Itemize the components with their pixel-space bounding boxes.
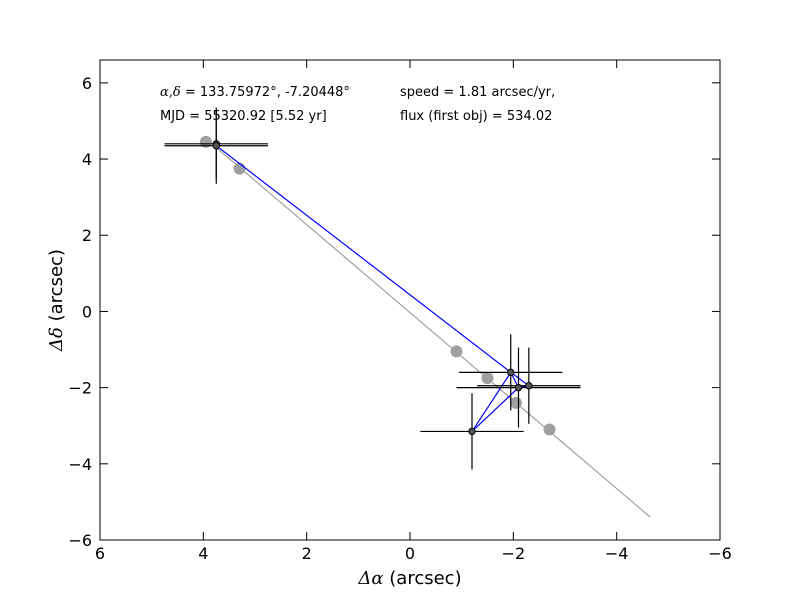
y-axis-label: Δδ (arcsec)	[46, 249, 67, 352]
measured-point	[525, 382, 533, 390]
model-point	[233, 162, 246, 175]
y-tick-label: 2	[82, 226, 92, 245]
y-tick-label: 4	[82, 150, 92, 169]
x-tick-label: 0	[405, 544, 415, 563]
x-tick-label: 2	[302, 544, 312, 563]
measured-point	[514, 383, 523, 392]
model-point	[543, 423, 556, 436]
x-tick-label: −4	[605, 544, 629, 563]
svg-text:α,δ = 133.75972°, -7.20448°: α,δ = 133.75972°, -7.20448°	[160, 85, 350, 100]
y-axis-label-unit: (arcsec)	[46, 249, 67, 327]
measured-point	[507, 368, 515, 377]
model-point	[509, 396, 522, 409]
annotation-coords-symbol: α,δ	[160, 85, 181, 100]
x-axis-label: Δα (arcsec)	[357, 568, 461, 589]
y-tick-label: 0	[82, 302, 92, 321]
y-tick-label: −2	[68, 379, 92, 398]
annotation-speed: speed = 1.81 arcsec/yr,	[400, 85, 555, 100]
x-tick-label: −6	[708, 544, 732, 563]
annotation-coords: α,δ = 133.75972°, -7.20448°	[160, 85, 350, 100]
x-tick-label: 6	[95, 544, 105, 563]
annotation-mjd: MJD = 55320.92 [5.52 yr]	[160, 109, 327, 124]
x-tick-label: 4	[198, 544, 208, 563]
measured-point	[212, 142, 220, 150]
annotation-coords-value: = 133.75972°, -7.20448°	[181, 85, 350, 100]
model-point	[450, 345, 463, 358]
y-tick-label: 6	[82, 74, 92, 93]
x-axis-label-unit: (arcsec)	[384, 568, 462, 589]
y-tick-label: −6	[68, 531, 92, 550]
model-point	[481, 372, 494, 385]
axis-ticks: 6 4 2 0 −2 −4 −6 −6 −4 −2 0 2 4 6	[68, 60, 732, 563]
plot-content	[164, 107, 651, 518]
y-tick-label: −4	[68, 455, 92, 474]
x-axis-label-symbol: Δα	[357, 568, 383, 589]
annotation-flux: flux (first obj) = 534.02	[400, 109, 552, 124]
model-track-line	[215, 147, 651, 518]
y-axis-label-symbol: Δδ	[46, 327, 67, 352]
x-tick-label: −2	[502, 544, 526, 563]
model-point	[199, 135, 212, 148]
measured-point	[468, 427, 476, 436]
